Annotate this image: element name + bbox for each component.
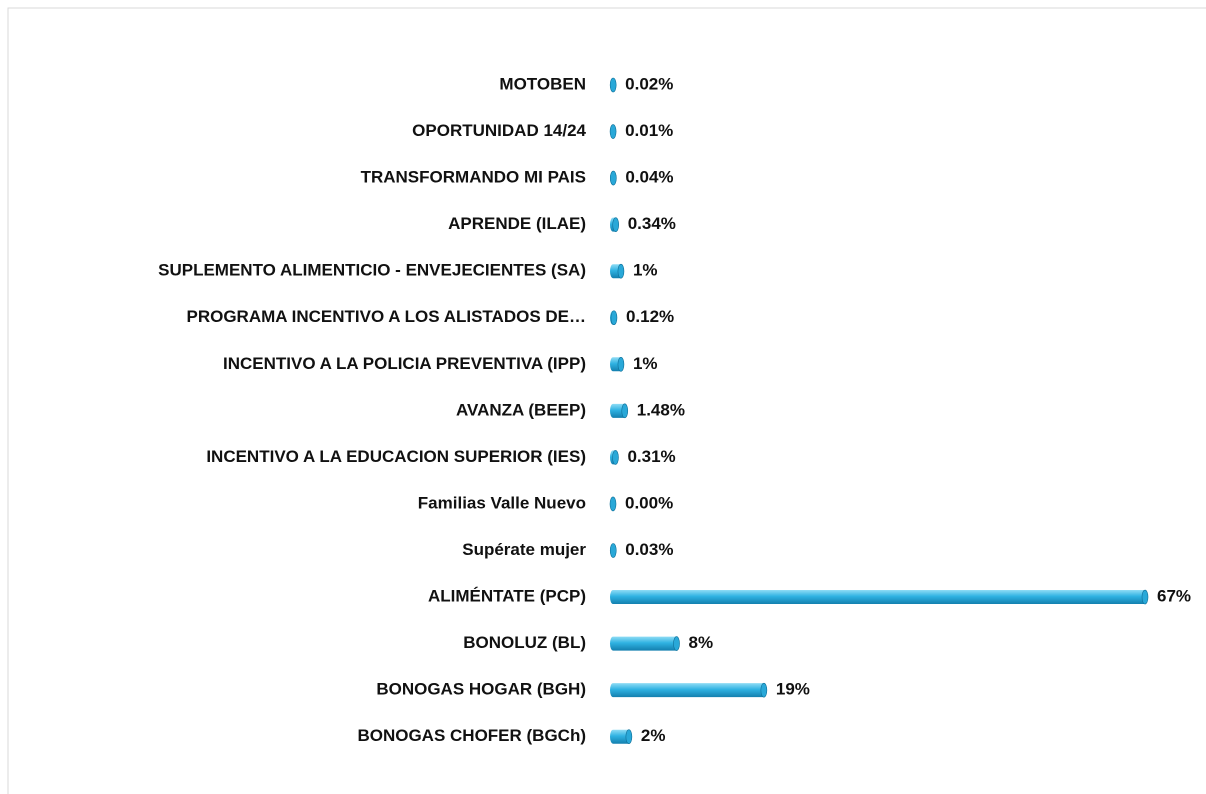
value-label: 1% <box>633 354 658 373</box>
bar <box>610 356 625 372</box>
value-label: 0.04% <box>625 168 673 187</box>
bar <box>610 636 680 651</box>
value-label: 0.02% <box>625 74 673 93</box>
category-label: AVANZA (BEEP) <box>456 400 586 419</box>
chart-border <box>7 7 1206 794</box>
category-label: TRANSFORMANDO MI PAIS <box>361 168 586 187</box>
category-label: BONOLUZ (BL) <box>463 633 586 652</box>
value-label: 1% <box>633 261 658 280</box>
value-label: 19% <box>776 680 810 699</box>
bar <box>609 543 617 558</box>
bar <box>610 450 619 465</box>
value-label: 8% <box>689 633 714 652</box>
category-label: SUPLEMENTO ALIMENTICIO - ENVEJECIENTES (… <box>158 261 586 280</box>
bar <box>610 217 619 232</box>
category-label: ALIMÉNTATE (PCP) <box>428 587 586 606</box>
value-label: 0.31% <box>627 447 675 466</box>
value-label: 0.01% <box>625 121 673 140</box>
value-label: 2% <box>641 726 666 745</box>
bar <box>610 729 633 745</box>
value-label: 0.34% <box>628 214 676 233</box>
category-label: BONOGAS HOGAR (BGH) <box>376 680 586 699</box>
value-label: 0.00% <box>625 493 673 512</box>
bar <box>610 263 625 279</box>
bar <box>609 77 617 93</box>
category-label: BONOGAS CHOFER (BGCh) <box>357 726 586 745</box>
category-label: Familias Valle Nuevo <box>418 493 586 512</box>
value-label: 1.48% <box>637 400 685 419</box>
value-label: 0.12% <box>626 307 674 326</box>
bar <box>610 403 629 419</box>
category-label: APRENDE (ILAE) <box>448 214 586 233</box>
value-label: 0.03% <box>625 540 673 559</box>
category-label: OPORTUNIDAD 14/24 <box>412 121 586 140</box>
bar <box>610 310 618 326</box>
bar <box>610 589 1149 605</box>
category-label: Supérate mujer <box>462 540 586 559</box>
category-label: INCENTIVO A LA POLICIA PREVENTIVA (IPP) <box>223 354 586 373</box>
category-label: PROGRAMA INCENTIVO A LOS ALISTADOS DE… <box>186 307 586 326</box>
bar <box>610 682 768 698</box>
value-label: 67% <box>1157 587 1191 606</box>
category-label: INCENTIVO A LA EDUCACION SUPERIOR (IES) <box>206 447 586 466</box>
bar <box>609 124 617 139</box>
bar <box>609 496 617 512</box>
bar <box>610 170 617 186</box>
category-label: MOTOBEN <box>499 74 586 93</box>
